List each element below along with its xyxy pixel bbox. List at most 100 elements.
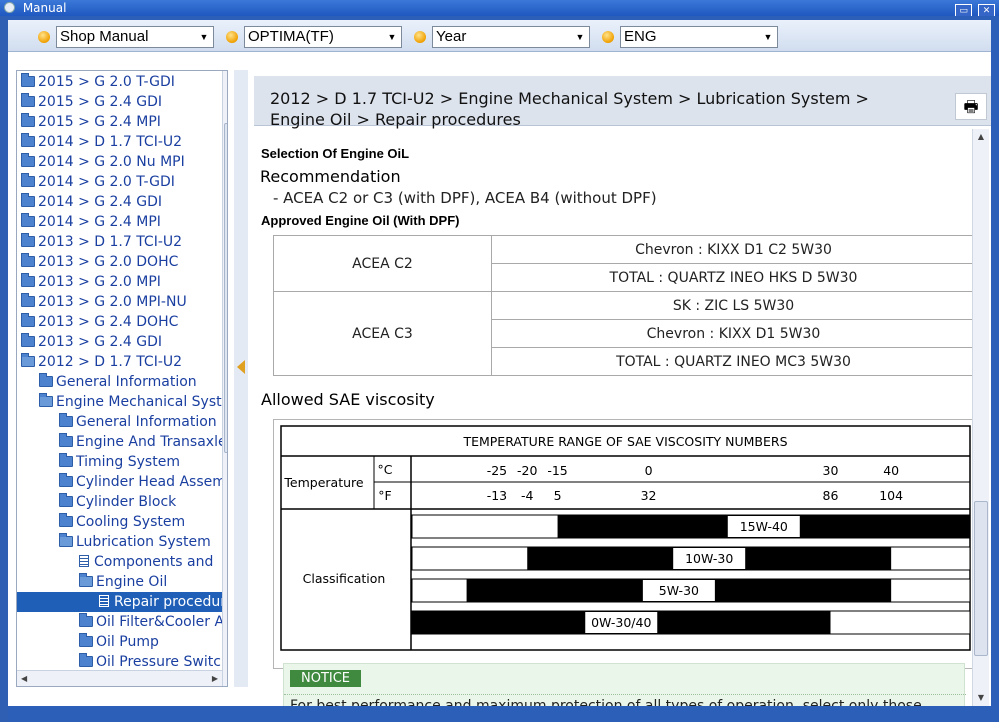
- celsius-tick-label: 30: [823, 463, 839, 478]
- scroll-thumb[interactable]: [224, 123, 227, 453]
- tree-item[interactable]: Lubrication System: [59, 532, 211, 552]
- tree-item[interactable]: Cooling System: [59, 512, 185, 532]
- tree-item[interactable]: 2015 > G 2.0 T-GDI: [21, 72, 175, 92]
- folder-open-icon: [21, 353, 35, 367]
- tree-item[interactable]: General Information: [39, 372, 197, 392]
- navigation-tree: 2015 > G 2.0 T-GDI 2015 > G 2.4 GDI 2015 >…: [16, 70, 228, 687]
- print-button[interactable]: 🖶: [955, 93, 987, 120]
- tree-item[interactable]: 2013 > D 1.7 TCI-U2: [21, 232, 182, 252]
- document-area: Selection Of Engine OiL Recommendation -…: [254, 129, 991, 706]
- oil-product-cell: TOTAL : QUARTZ INEO MC3 5W30: [491, 347, 976, 376]
- scroll-left-icon[interactable]: ◀: [21, 674, 28, 683]
- folder-icon: [21, 213, 35, 227]
- fahrenheit-tick-label: 104: [879, 488, 903, 503]
- oil-product-cell: SK : ZIC LS 5W30: [491, 291, 976, 320]
- tree-item[interactable]: 2013 > G 2.0 MPI: [21, 272, 161, 292]
- toolbar: Shop Manual ▼ OPTIMA(TF) ▼ Year ▼ ENG ▼: [8, 20, 991, 52]
- tree-vertical-scrollbar[interactable]: ▲ ▼: [222, 71, 227, 686]
- tree-item-label: Cylinder Head Assemb: [76, 474, 228, 490]
- collapse-arrow-icon[interactable]: [237, 360, 245, 374]
- tree-item[interactable]: 2014 > D 1.7 TCI-U2: [21, 132, 182, 152]
- close-icon[interactable]: ✕: [978, 4, 995, 18]
- folder-icon: [21, 273, 35, 287]
- tree-item[interactable]: General Information: [59, 412, 217, 432]
- tree-item-label: Cylinder Block: [76, 494, 177, 510]
- celsius-tick-label: 40: [883, 463, 899, 478]
- folder-icon: [21, 173, 35, 187]
- tree-item[interactable]: Engine And Transaxle: [59, 432, 227, 452]
- folder-icon: [59, 493, 73, 507]
- pane-splitter[interactable]: [234, 70, 248, 687]
- tree-item[interactable]: Oil Pump: [79, 632, 159, 652]
- tree-item-label: 2013 > G 2.4 GDI: [38, 334, 163, 350]
- tree-item[interactable]: 2014 > G 2.4 GDI: [21, 192, 162, 212]
- table-row: TOTAL : QUARTZ INEO HKS D 5W30: [274, 263, 976, 292]
- tree-item-label: 2014 > G 2.0 Nu MPI: [38, 154, 185, 170]
- manual-type-select[interactable]: Shop Manual ▼: [56, 26, 214, 48]
- tree-item[interactable]: Timing System: [59, 452, 180, 472]
- tree-item[interactable]: Cylinder Block: [59, 492, 176, 512]
- scroll-thumb[interactable]: [974, 501, 988, 656]
- section-title: Selection Of Engine OiL: [261, 146, 410, 161]
- notice-divider: [284, 694, 966, 695]
- model-select[interactable]: OPTIMA(TF) ▼: [244, 26, 402, 48]
- breadcrumb-line-2: Engine Oil > Repair procedures: [270, 110, 521, 129]
- approved-oil-table: ACEA C2 Chevron : KIXX D1 C2 5W30 TOTAL : …: [273, 235, 976, 376]
- bullet-icon: [602, 31, 614, 43]
- folder-icon: [21, 113, 35, 127]
- tree-item[interactable]: 2014 > G 2.0 Nu MPI: [21, 152, 185, 172]
- language-select[interactable]: ENG ▼: [620, 26, 778, 48]
- scroll-up-icon[interactable]: ▲: [977, 132, 985, 141]
- scroll-down-icon[interactable]: ▼: [977, 693, 985, 702]
- recommendation-text: - ACEA C2 or C3 (with DPF), ACEA B4 (wit…: [273, 189, 657, 207]
- folder-icon: [21, 313, 35, 327]
- folder-icon: [59, 473, 73, 487]
- tree-item[interactable]: Cylinder Head Assemb: [59, 472, 228, 492]
- bullet-icon: [414, 31, 426, 43]
- tree-horizontal-scrollbar[interactable]: ◀ ▶: [17, 670, 222, 686]
- tree-item-label: 2015 > G 2.0 T-GDI: [38, 74, 175, 90]
- fahrenheit-tick-label: 32: [641, 488, 657, 503]
- tree-item[interactable]: 2013 > G 2.0 MPI-NU: [21, 292, 187, 312]
- tree-item[interactable]: Repair procedure: [17, 592, 227, 612]
- document-vertical-scrollbar[interactable]: ▲ ▼: [972, 129, 989, 706]
- tree-item[interactable]: Engine Oil: [79, 572, 167, 592]
- folder-icon: [21, 193, 35, 207]
- tree-item-label: 2013 > G 2.0 DOHC: [38, 254, 179, 270]
- tree-item-label: Components and: [94, 554, 214, 570]
- bullet-icon: [226, 31, 238, 43]
- oil-product-cell: TOTAL : QUARTZ INEO HKS D 5W30: [491, 263, 976, 292]
- tree-item[interactable]: 2015 > G 2.4 GDI: [21, 92, 162, 112]
- tree-item-label: Oil Filter&Cooler A: [96, 614, 225, 630]
- notice-box: NOTICE For best performance and maximum …: [283, 663, 966, 706]
- tree-item[interactable]: Oil Pressure Switch: [79, 652, 227, 672]
- tree-item[interactable]: 2013 > G 2.4 DOHC: [21, 312, 178, 332]
- document-icon: [79, 555, 89, 567]
- tree-item[interactable]: Engine Mechanical Syste: [39, 392, 227, 412]
- tree-item[interactable]: 2014 > G 2.0 T-GDI: [21, 172, 175, 192]
- tree-item[interactable]: Oil Filter&Cooler A: [79, 612, 224, 632]
- tree-item-label: General Information: [56, 374, 197, 390]
- viscosity-chart: TEMPERATURE RANGE OF SAE VISCOSITY NUMBE…: [273, 419, 976, 669]
- tree-item[interactable]: 2014 > G 2.4 MPI: [21, 212, 161, 232]
- band-label-box: [585, 612, 658, 633]
- year-select[interactable]: Year ▼: [432, 26, 590, 48]
- chevron-down-icon: ▼: [763, 32, 773, 42]
- document-icon: [99, 595, 109, 607]
- scroll-up-icon[interactable]: ▲: [223, 71, 227, 87]
- tree-item[interactable]: 2013 > G 2.4 GDI: [21, 332, 162, 352]
- classification-label: Classification: [303, 571, 386, 586]
- window-controls: ▭ ✕: [953, 1, 995, 18]
- scroll-down-icon[interactable]: ▼: [223, 656, 227, 672]
- notice-text: For best performance and maximum protect…: [290, 698, 922, 706]
- tree-item[interactable]: 2013 > G 2.0 DOHC: [21, 252, 178, 272]
- tree-item[interactable]: 2012 > D 1.7 TCI-U2: [21, 352, 182, 372]
- folder-icon: [59, 513, 73, 527]
- tree-item[interactable]: 2015 > G 2.4 MPI: [21, 112, 161, 132]
- folder-icon: [79, 613, 93, 627]
- band-label-box: [727, 516, 800, 537]
- tree-item[interactable]: Components and: [79, 552, 213, 572]
- manual-window: Shop Manual ▼ OPTIMA(TF) ▼ Year ▼ ENG ▼: [8, 20, 991, 706]
- scroll-right-icon[interactable]: ▶: [211, 674, 218, 683]
- folder-icon: [79, 633, 93, 647]
